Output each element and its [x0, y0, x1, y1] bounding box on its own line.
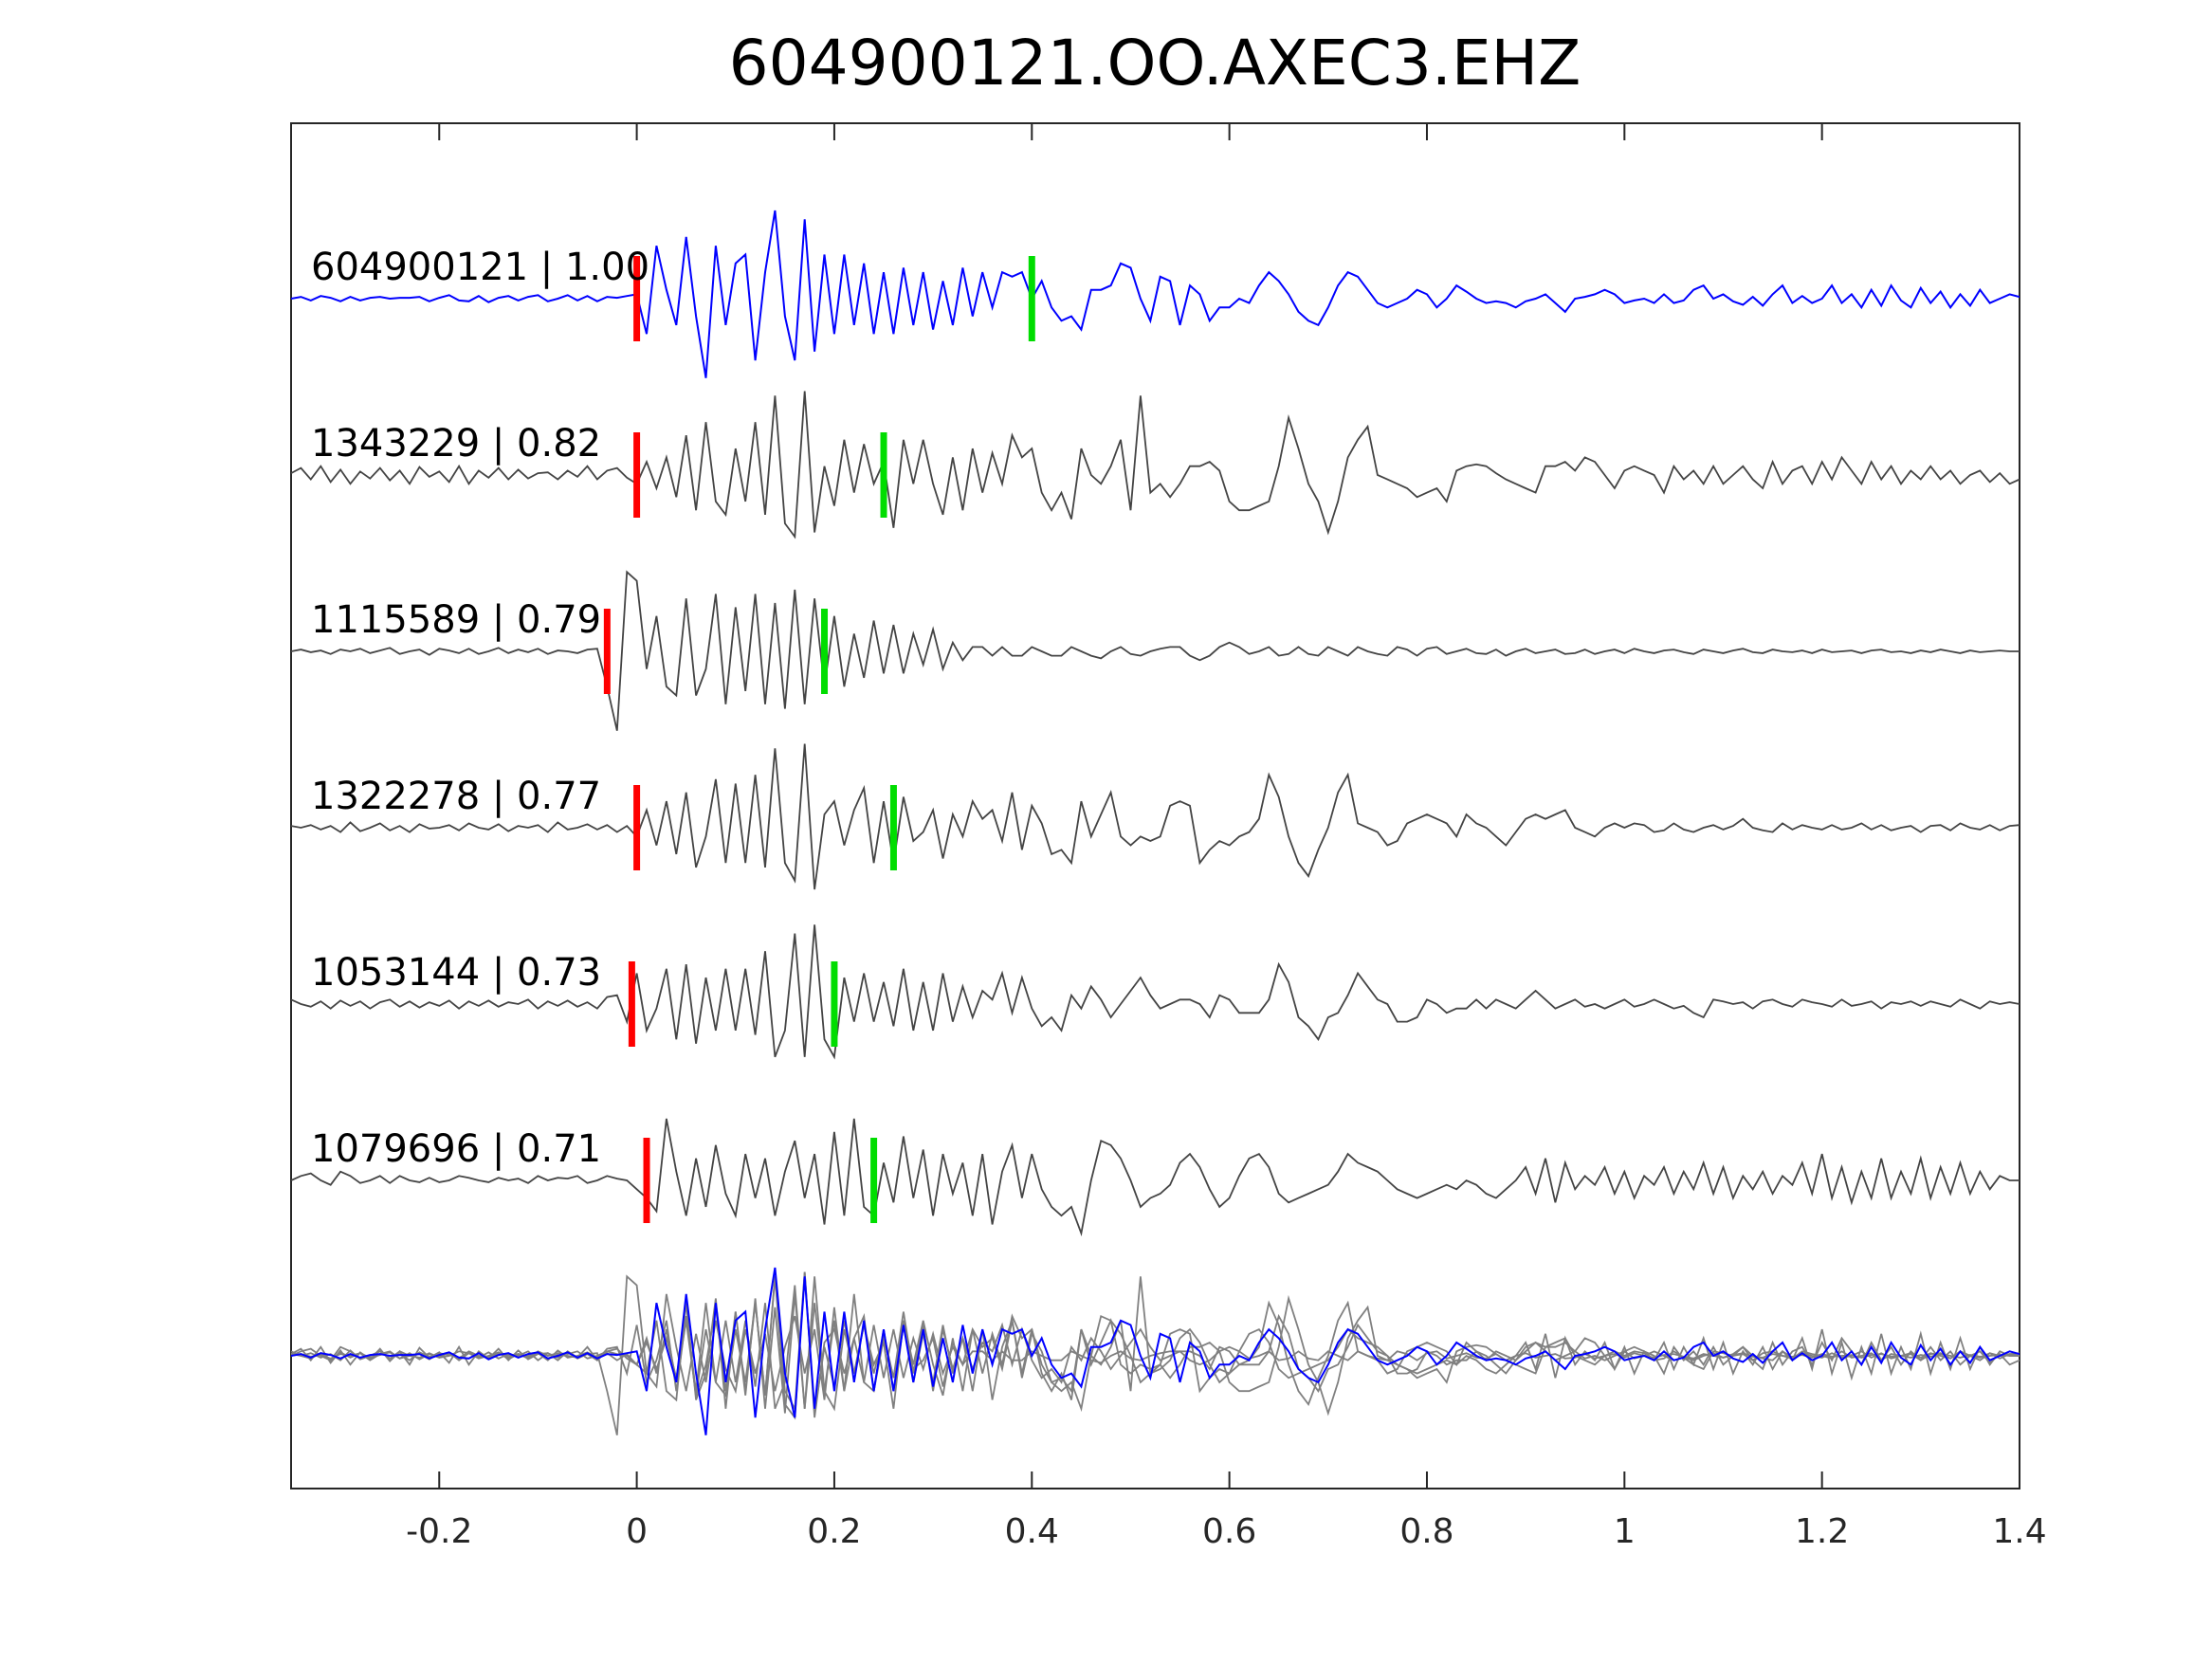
trace-line-0	[291, 210, 2020, 378]
stacked-trace-5	[291, 1293, 2020, 1413]
traces-layer	[291, 210, 2020, 1237]
trace-label-0: 604900121 | 1.00	[311, 246, 649, 289]
trace-line-5	[291, 1118, 2020, 1237]
trace-label-5: 1079696 | 0.71	[311, 1127, 601, 1171]
trace-label-1: 1343229 | 0.82	[311, 422, 601, 466]
trace-line-1	[291, 391, 2020, 539]
x-tick-label: 0.4	[1005, 1512, 1059, 1551]
x-tick-label: 1	[1614, 1512, 1636, 1551]
trace-labels: 604900121 | 1.00 1343229 | 0.82 1115589 | …	[311, 246, 649, 1171]
x-tick-label: 0.6	[1202, 1512, 1256, 1551]
x-axis: -0.2 0 0.2 0.4 0.6 0.8 1 1.2 1.4	[406, 123, 2047, 1551]
trace-line-3	[291, 743, 2020, 890]
x-tick-label: 1.4	[1992, 1512, 2046, 1551]
plot-area	[290, 122, 2020, 1489]
trace-line-4	[291, 924, 2020, 1060]
trace-label-2: 1115589 | 0.79	[311, 598, 601, 642]
x-tick-label: -0.2	[406, 1512, 472, 1551]
x-tick-label: 1.2	[1795, 1512, 1849, 1551]
x-tick-label: 0	[626, 1512, 648, 1551]
stacked-trace-reference	[291, 1267, 2020, 1435]
trace-line-2	[291, 570, 2020, 731]
stacked-traces-layer	[291, 1267, 2020, 1435]
x-tick-label: 0.2	[807, 1512, 861, 1551]
trace-label-3: 1322278 | 0.77	[311, 775, 601, 818]
chart-title: 604900121.OO.AXEC3.EHZ	[729, 27, 1581, 100]
x-tick-label: 0.8	[1399, 1512, 1453, 1551]
trace-label-4: 1053144 | 0.73	[311, 951, 601, 995]
